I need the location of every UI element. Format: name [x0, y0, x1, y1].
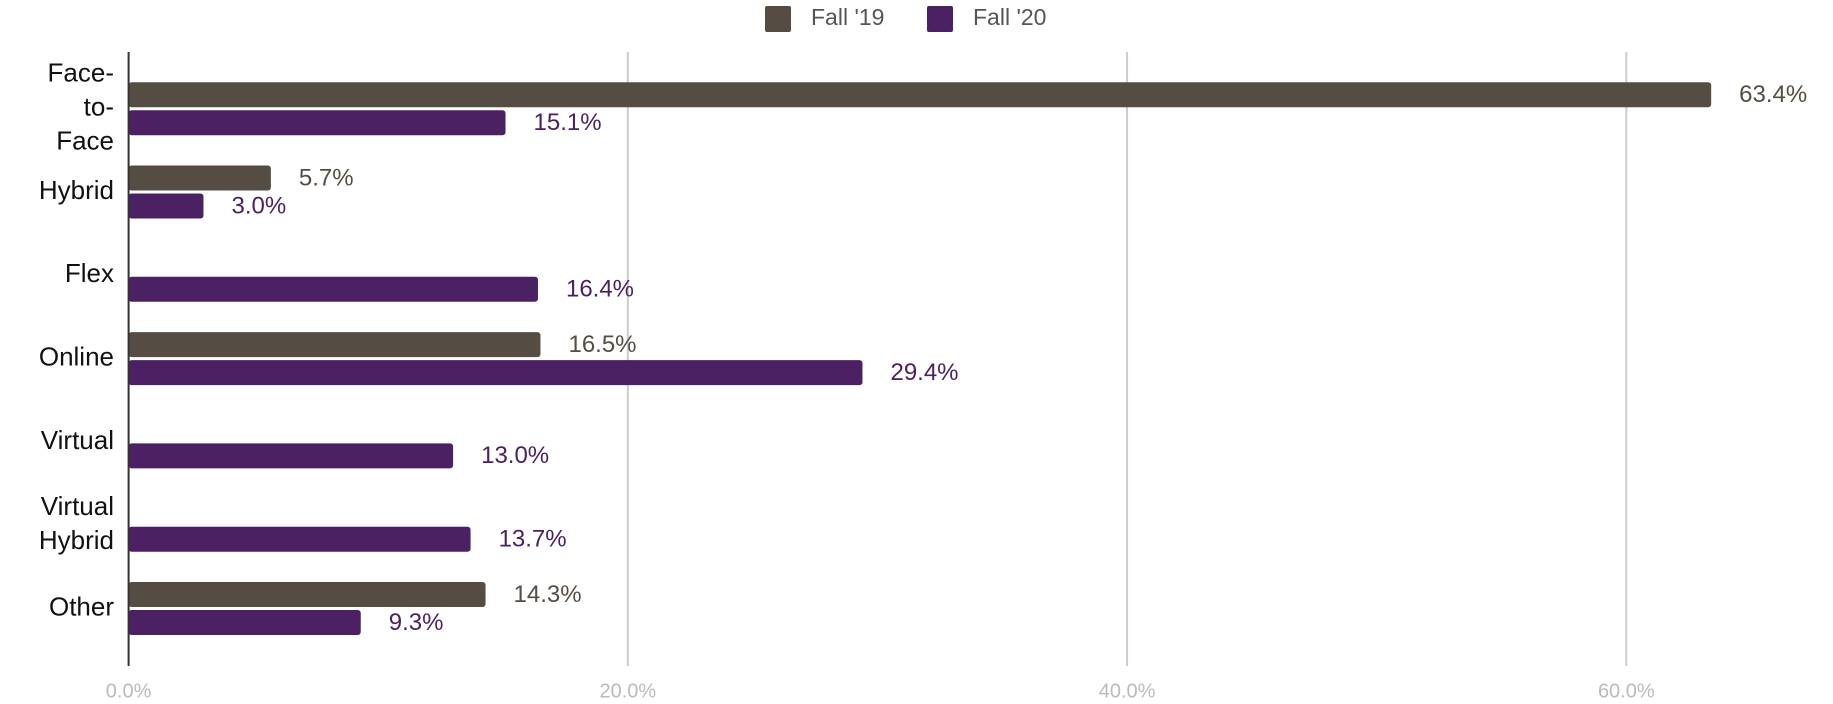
value-label: 63.4%: [1739, 81, 1807, 108]
value-label: 3.0%: [231, 192, 286, 219]
value-label: 13.7%: [499, 526, 567, 553]
x-tick-label: 20.0%: [599, 680, 656, 702]
value-label: 29.4%: [890, 359, 958, 386]
value-label: 13.0%: [481, 442, 549, 469]
bar: [128, 82, 1712, 108]
bar: [128, 360, 863, 386]
category-label: Face-to-Face: [48, 58, 114, 156]
bar: [128, 443, 454, 469]
value-label: 5.7%: [299, 164, 354, 191]
legend-label: Fall '19: [811, 4, 884, 30]
category-label: Flex: [65, 258, 114, 288]
category-label: Virtual: [41, 425, 114, 455]
bar: [128, 165, 271, 191]
legend-label: Fall '20: [973, 4, 1046, 30]
bar: [128, 582, 486, 607]
value-label: 15.1%: [534, 109, 602, 136]
bar: [128, 610, 361, 635]
category-label: Hybrid: [39, 175, 114, 205]
category-label: Virtual Hybrid: [32, 491, 114, 555]
bar: [128, 110, 506, 136]
legend-swatch: [765, 6, 791, 32]
legend-swatch: [927, 6, 953, 32]
value-label: 16.4%: [566, 276, 634, 303]
value-label: 16.5%: [568, 331, 636, 358]
x-tick-label: 40.0%: [1099, 680, 1156, 702]
bar: [128, 276, 538, 302]
x-tick-label: 0.0%: [106, 680, 152, 702]
category-label: Other: [49, 591, 114, 621]
x-tick-label: 60.0%: [1598, 680, 1655, 702]
bar: [128, 332, 541, 358]
bar: [128, 193, 204, 219]
value-label: 14.3%: [514, 581, 582, 608]
bar: [128, 526, 471, 552]
value-label: 9.3%: [389, 609, 444, 636]
category-label: Online: [39, 341, 114, 371]
